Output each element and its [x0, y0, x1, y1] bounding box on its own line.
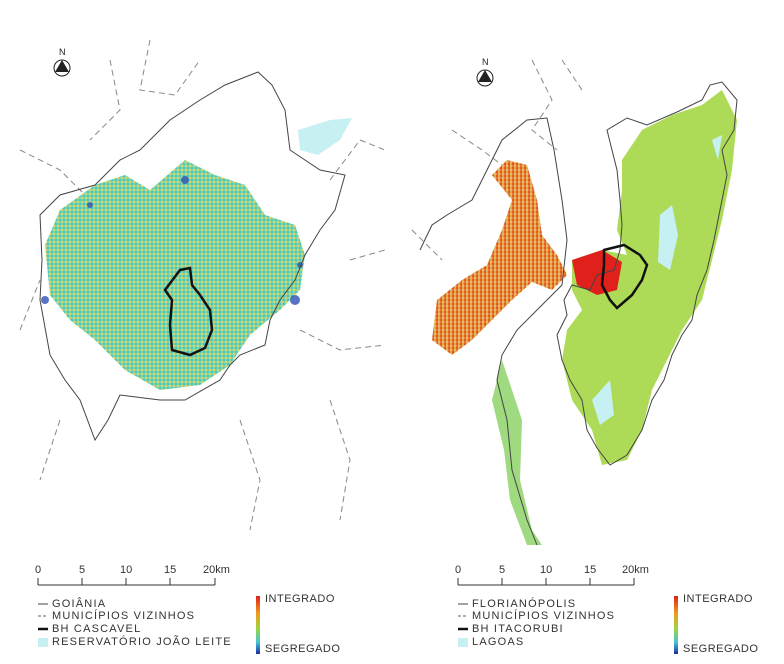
north-label: N	[482, 57, 489, 67]
integration-gradient-bar	[674, 596, 678, 654]
gradient-bottom-label: SEGREGADO	[683, 643, 759, 655]
segregated-edges	[41, 176, 303, 305]
legend-item-florianopolis: FLORIANÓPOLIS	[472, 598, 577, 610]
scale-tick-20km: 20km	[203, 564, 230, 576]
scale-tick-5: 5	[499, 564, 506, 576]
scale-tick-0: 0	[35, 564, 42, 576]
scale-bar	[457, 578, 635, 586]
island-integrated-core	[572, 250, 622, 295]
scale-tick-10: 10	[540, 564, 553, 576]
goiania-map	[19, 39, 386, 654]
scale-tick-15: 15	[164, 564, 177, 576]
legend-item-bh-itacorubi: BH ITACORUBI	[472, 623, 564, 635]
florianopolis-map	[411, 59, 738, 654]
legend-item-neighbors: MUNICÍPIOS VIZINHOS	[472, 610, 616, 622]
legend-item-lagoons: LAGOAS	[472, 636, 525, 648]
north-label: N	[59, 47, 66, 57]
goiania-boundary	[39, 71, 346, 442]
scale-tick-15: 15	[584, 564, 597, 576]
scale-tick-10: 10	[120, 564, 133, 576]
scale-tick-5: 5	[79, 564, 86, 576]
florianopolis-map-panel: N 0 5 10 15 20km FLORIANÓPOLIS MUNICÍPIO…	[392, 0, 784, 664]
neighbor-municipalities	[19, 39, 386, 531]
gradient-bottom-label: SEGREGADO	[265, 643, 341, 655]
legend-symbols	[458, 603, 468, 647]
lagoons	[592, 135, 722, 425]
gradient-top-label: INTEGRADO	[683, 593, 753, 605]
island-street-network	[562, 90, 737, 465]
legend-item-goiania: GOIÂNIA	[52, 598, 107, 610]
goiania-map-panel: N 0 5 10 15 20km GOIÂNIA MUNICÍPIOS VIZI…	[19, 39, 386, 655]
scale-bar	[37, 578, 216, 586]
north-arrow-icon	[53, 59, 71, 77]
north-arrow-icon	[476, 69, 494, 87]
gradient-top-label: INTEGRADO	[265, 593, 335, 605]
bh-itacorubi-outline	[600, 243, 649, 310]
legend-item-neighbors: MUNICÍPIOS VIZINHOS	[52, 610, 196, 622]
continent-street-network	[432, 160, 567, 355]
neighbor-municipalities	[411, 59, 583, 261]
bh-cascavel-outline	[163, 266, 214, 357]
continent-boundary	[419, 117, 568, 546]
legend-item-reservoir: RESERVATÓRIO JOÃO LEITE	[52, 636, 232, 648]
scale-tick-0: 0	[455, 564, 462, 576]
reservoir-area	[298, 118, 352, 155]
continent-south-strip	[492, 360, 542, 545]
legend-symbols	[38, 603, 48, 647]
integration-gradient-bar	[256, 596, 260, 654]
legend-item-bh-cascavel: BH CASCAVEL	[52, 623, 142, 635]
scale-tick-20km: 20km	[622, 564, 649, 576]
